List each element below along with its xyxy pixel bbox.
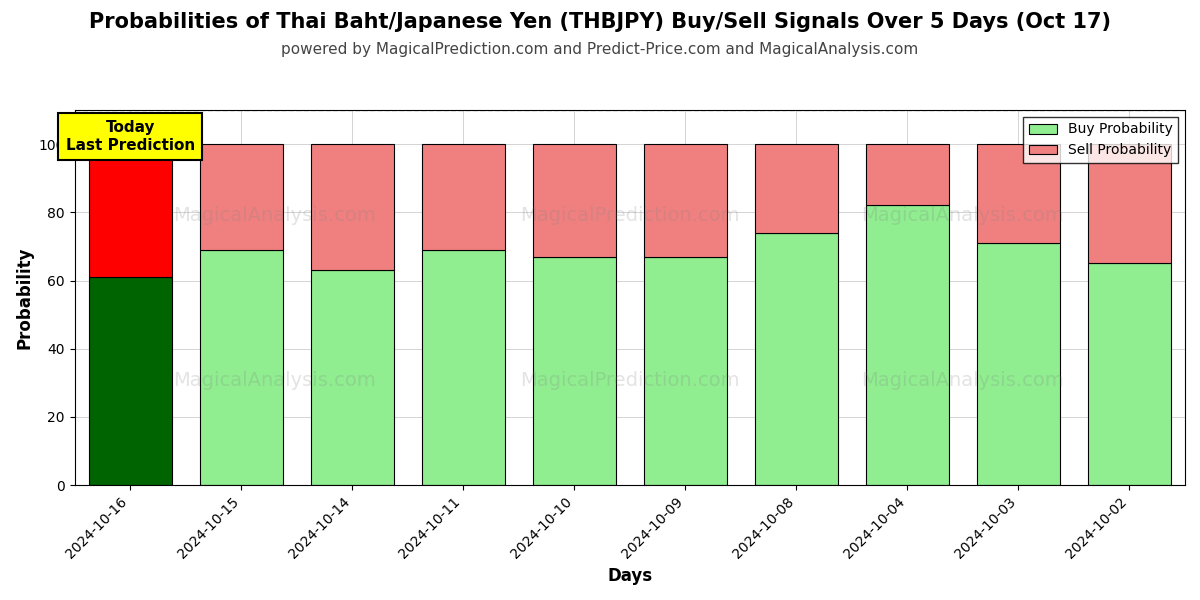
Bar	[421, 250, 505, 485]
Legend: Buy Probability, Sell Probability: Buy Probability, Sell Probability	[1024, 117, 1178, 163]
Bar	[643, 144, 727, 257]
Bar	[755, 233, 838, 485]
Text: MagicalPrediction.com: MagicalPrediction.com	[520, 206, 739, 224]
Bar	[311, 270, 394, 485]
Bar	[755, 144, 838, 233]
Text: Probabilities of Thai Baht/Japanese Yen (THBJPY) Buy/Sell Signals Over 5 Days (O: Probabilities of Thai Baht/Japanese Yen …	[89, 12, 1111, 32]
Bar	[533, 257, 616, 485]
Bar	[89, 144, 172, 277]
Text: powered by MagicalPrediction.com and Predict-Price.com and MagicalAnalysis.com: powered by MagicalPrediction.com and Pre…	[281, 42, 919, 57]
Text: MagicalAnalysis.com: MagicalAnalysis.com	[862, 206, 1064, 224]
Text: MagicalAnalysis.com: MagicalAnalysis.com	[173, 371, 376, 389]
Text: MagicalAnalysis.com: MagicalAnalysis.com	[173, 206, 376, 224]
Bar	[533, 144, 616, 257]
Bar	[865, 205, 949, 485]
Bar	[421, 144, 505, 250]
Bar	[199, 144, 283, 250]
Bar	[199, 250, 283, 485]
Bar	[977, 144, 1060, 243]
Bar	[1088, 144, 1171, 263]
Bar	[89, 277, 172, 485]
Text: MagicalPrediction.com: MagicalPrediction.com	[520, 371, 739, 389]
Bar	[865, 144, 949, 205]
Text: MagicalAnalysis.com: MagicalAnalysis.com	[862, 371, 1064, 389]
Bar	[643, 257, 727, 485]
Bar	[1088, 263, 1171, 485]
Bar	[977, 243, 1060, 485]
Text: Today
Last Prediction: Today Last Prediction	[66, 120, 194, 152]
Bar	[311, 144, 394, 270]
Y-axis label: Probability: Probability	[16, 247, 34, 349]
X-axis label: Days: Days	[607, 567, 653, 585]
